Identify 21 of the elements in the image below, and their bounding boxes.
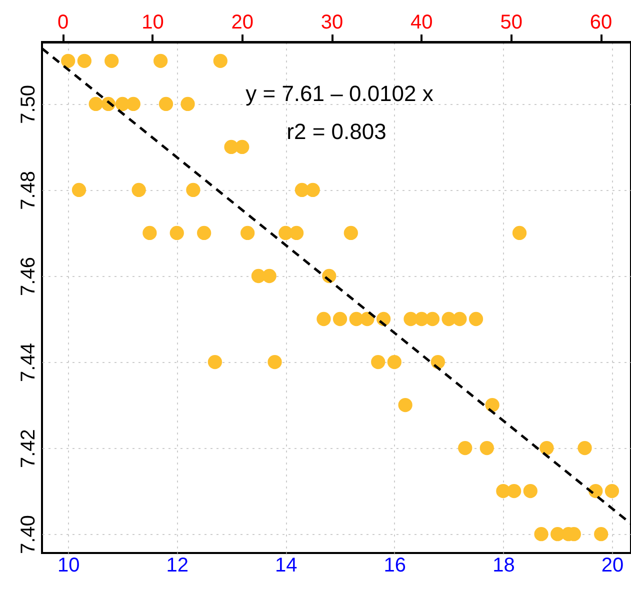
- x-tick-label: 18: [492, 554, 515, 576]
- x-tick-label: 20: [601, 554, 624, 576]
- y-tick-label: 7.50: [18, 84, 40, 124]
- y-tick-label: 7.48: [18, 171, 40, 210]
- x-tick-label: 16: [384, 554, 406, 576]
- x2-tick-label: 10: [142, 12, 164, 34]
- x2-tick-label: 60: [590, 12, 612, 34]
- x-tick-label: 14: [275, 554, 298, 576]
- y-tick-label: 7.42: [18, 429, 40, 468]
- x2-tick-label: 30: [320, 12, 344, 34]
- annotation: r2 = 0.803: [286, 119, 386, 144]
- x2-tick-label: 20: [231, 12, 254, 34]
- y-tick-label: 7.44: [18, 343, 40, 382]
- annotation: y = 7.61 – 0.0102 x: [246, 81, 434, 106]
- y-tick-label: 7.46: [18, 257, 40, 296]
- x-tick-label: 12: [166, 554, 188, 576]
- x-tick-label: 10: [57, 554, 80, 576]
- x2-tick-label: 50: [500, 12, 522, 34]
- y-tick-label: 7.40: [18, 515, 40, 554]
- x2-tick-label: 40: [410, 12, 433, 34]
- x2-tick-label: 0: [57, 12, 69, 34]
